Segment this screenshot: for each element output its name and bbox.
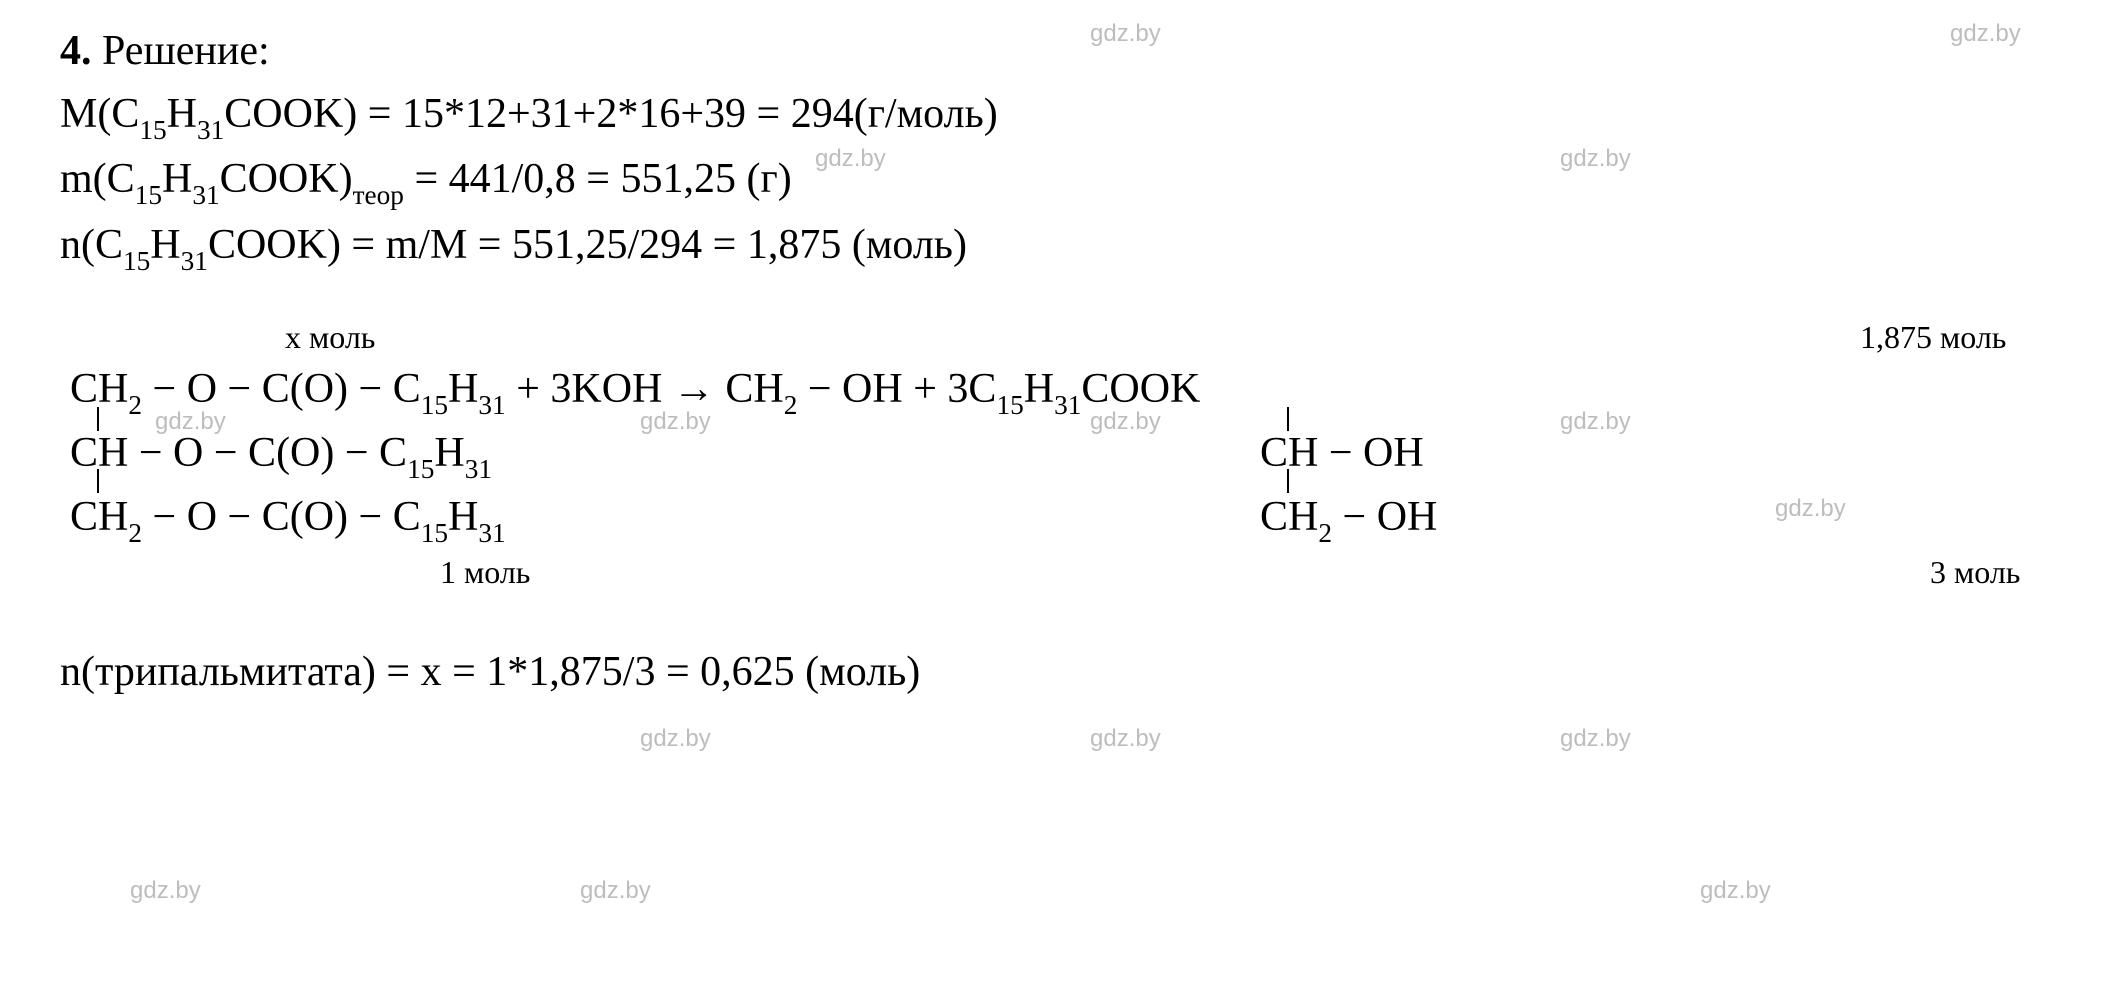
text: − OH	[1332, 494, 1437, 540]
subscript: 15	[421, 518, 448, 548]
text: COOK)	[220, 156, 353, 202]
text: CH − O − C(O) − C	[70, 430, 407, 476]
equation-row-2: CH − O − C(O) − C15H31 CH − OH	[60, 423, 2043, 487]
text: H	[162, 156, 192, 202]
text: n(C	[60, 222, 123, 268]
watermark: gdz.by	[1700, 877, 1771, 905]
page: gdz.by gdz.by gdz.by gdz.by gdz.by gdz.b…	[0, 0, 2103, 989]
subscript: 31	[192, 180, 219, 210]
solution-label: Решение:	[102, 28, 270, 74]
subscript: 15	[996, 390, 1023, 420]
text: m(C	[60, 156, 135, 202]
line-molar-mass: M(C15H31COOK) = 15*12+31+2*16+39 = 294(г…	[60, 83, 2043, 148]
subscript: теор	[353, 180, 404, 210]
subscript: 31	[478, 518, 505, 548]
text: H	[448, 366, 478, 412]
text: CH	[70, 366, 128, 412]
equation-block: х моль 1,875 моль CH2 − O − C(O) − C15H3…	[60, 359, 2043, 551]
subscript: 2	[784, 390, 798, 420]
text: COOK	[1081, 366, 1200, 412]
subscript: 31	[197, 115, 224, 145]
text: CH − OH	[1260, 430, 1424, 476]
subscript: 2	[128, 390, 142, 420]
watermark: gdz.by	[1560, 725, 1631, 753]
subscript: 31	[478, 390, 505, 420]
text: H	[434, 430, 464, 476]
line-moles: n(C15H31COOK) = m/M = 551,25/294 = 1,875…	[60, 214, 2043, 279]
annot-val-mol: 1,875 моль	[1860, 319, 2006, 356]
subscript: 15	[123, 246, 150, 276]
line-final: n(трипальмитата) = x = 1*1,875/3 = 0,625…	[60, 641, 2043, 704]
problem-number: 4.	[60, 28, 92, 74]
text: M(C	[60, 91, 139, 137]
annot-x-mol: х моль	[285, 319, 375, 356]
text: H	[167, 91, 197, 137]
subscript: 2	[1318, 518, 1332, 548]
text: CH	[70, 494, 128, 540]
text: H	[1024, 366, 1054, 412]
text: H	[150, 222, 180, 268]
text: H	[448, 494, 478, 540]
text: − O − C(O) − C	[142, 494, 421, 540]
text: COOK) = m/M = 551,25/294 = 1,875 (моль)	[208, 222, 967, 268]
header-line: 4. Решение:	[60, 20, 2043, 83]
text: COOK) = 15*12+31+2*16+39 = 294(г/моль)	[224, 91, 997, 137]
watermark: gdz.by	[1090, 725, 1161, 753]
subscript: 31	[1054, 390, 1081, 420]
annot-one-mol: 1 моль	[440, 554, 530, 591]
text: = 441/0,8 = 551,25 (г)	[404, 156, 792, 202]
watermark: gdz.by	[640, 725, 711, 753]
subscript: 15	[407, 454, 434, 484]
text: CH	[1260, 494, 1318, 540]
subscript: 15	[139, 115, 166, 145]
watermark: gdz.by	[580, 877, 651, 905]
text: − OH + 3C	[797, 366, 996, 412]
line-mass-theoretical: m(C15H31COOK)теор = 441/0,8 = 551,25 (г)	[60, 148, 2043, 213]
text: + 3KOH → CH	[506, 366, 784, 412]
subscript: 31	[181, 246, 208, 276]
subscript: 15	[421, 390, 448, 420]
subscript: 15	[135, 180, 162, 210]
subscript: 31	[465, 454, 492, 484]
equation-row-1: CH2 − O − C(O) − C15H31 + 3KOH → CH2 − O…	[60, 359, 2043, 423]
annot-three-mol: 3 моль	[1930, 554, 2020, 591]
text: − O − C(O) − C	[142, 366, 421, 412]
watermark: gdz.by	[130, 877, 201, 905]
subscript: 2	[128, 518, 142, 548]
equation-row-3: CH2 − O − C(O) − C15H31 CH2 − OH	[60, 487, 2043, 551]
text: n(трипальмитата) = x = 1*1,875/3 = 0,625…	[60, 649, 920, 695]
